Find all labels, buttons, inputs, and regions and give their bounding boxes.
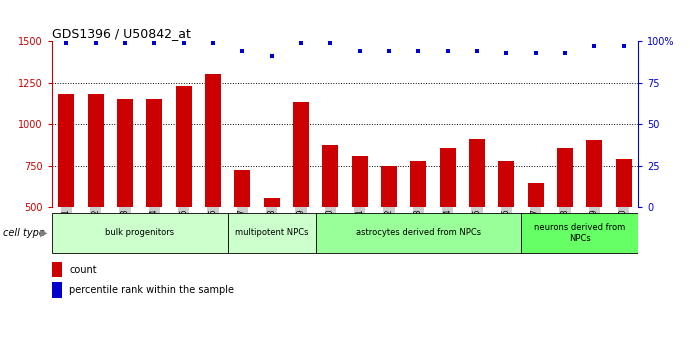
Point (90, 40, 101, 46)
Bar (528, 183, 544, 290)
Point (295, 40, 306, 46)
Bar (352, 156, 368, 290)
Point (384, 49, 395, 54)
Bar (146, 99, 162, 290)
Bar (117, 99, 133, 290)
Text: ▶: ▶ (40, 228, 48, 238)
Bar (381, 166, 397, 290)
Bar (228, 213, 316, 253)
Point (119, 40, 130, 46)
Bar (521, 213, 638, 253)
Point (560, 50, 571, 56)
Point (325, 40, 336, 46)
Bar (264, 198, 279, 290)
Point (237, 49, 248, 54)
Bar (586, 140, 602, 290)
Text: cell type: cell type (3, 228, 46, 238)
Bar (557, 148, 573, 290)
Point (354, 49, 365, 54)
Text: bulk progenitors: bulk progenitors (105, 228, 175, 237)
Bar (316, 213, 521, 253)
Point (413, 49, 424, 54)
Bar (52, 213, 228, 253)
Point (589, 43, 600, 49)
Point (149, 40, 160, 46)
Text: neurons derived from
NPCs: neurons derived from NPCs (534, 223, 625, 243)
Bar (411, 161, 426, 290)
Bar (59, 93, 75, 290)
Bar (498, 161, 514, 290)
Bar (176, 86, 192, 290)
Text: percentile rank within the sample: percentile rank within the sample (69, 285, 235, 295)
Point (61, 40, 72, 46)
Point (471, 49, 482, 54)
Point (178, 40, 189, 46)
Text: GDS1396 / U50842_at: GDS1396 / U50842_at (52, 27, 190, 40)
Text: astrocytes derived from NPCs: astrocytes derived from NPCs (356, 228, 481, 237)
Point (266, 53, 277, 59)
Bar (88, 93, 103, 290)
Bar (322, 145, 338, 290)
Bar (469, 139, 485, 290)
Bar (440, 148, 455, 290)
Text: multipotent NPCs: multipotent NPCs (235, 228, 308, 237)
Bar (235, 170, 250, 290)
Bar (293, 102, 309, 290)
Point (618, 43, 629, 49)
Text: count: count (69, 265, 97, 275)
Point (208, 40, 219, 46)
Point (530, 50, 541, 56)
Point (442, 49, 453, 54)
Bar (52, 262, 62, 277)
Bar (615, 159, 631, 290)
Bar (205, 74, 221, 290)
Bar (52, 282, 62, 298)
Point (501, 50, 512, 56)
